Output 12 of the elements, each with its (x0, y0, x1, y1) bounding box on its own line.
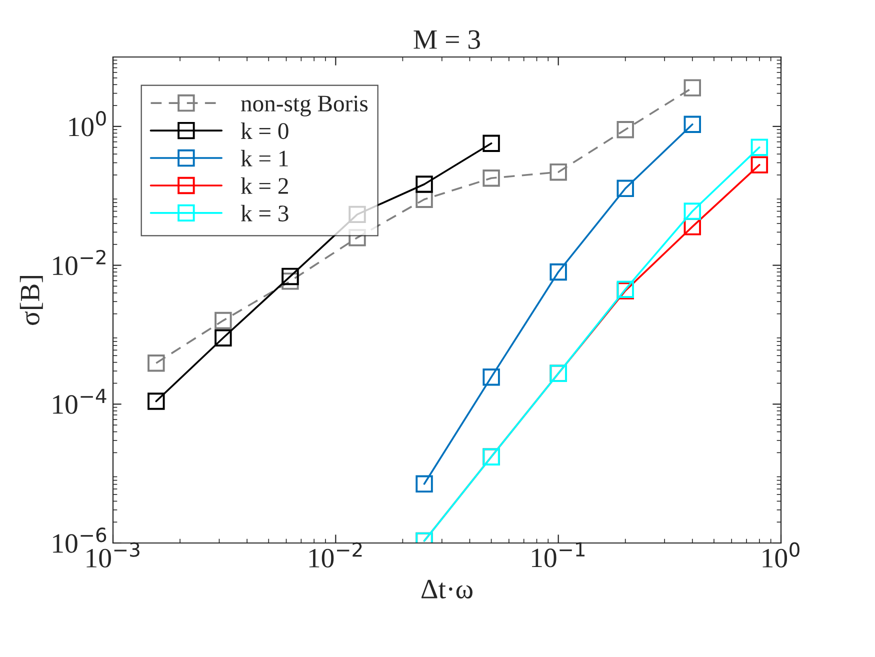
legend-label: non-stg Boris (241, 96, 368, 116)
legend-label: k = 2 (240, 177, 288, 194)
y-tick-label: 10$^{−4}$ (53, 388, 106, 414)
legend-label: k = 0 (240, 122, 288, 140)
x-axis-title: Δt·ω (422, 580, 472, 599)
chart-title: M = 3 (414, 30, 480, 49)
x-tick-label: 10$^{0}$ (762, 542, 800, 568)
legend-label: k = 3 (240, 204, 288, 222)
y-tick-label: 10$^{0}$ (69, 110, 106, 136)
y-tick-label: 10$^{−2}$ (53, 250, 106, 276)
legend-label: k = 1 (240, 150, 288, 166)
y-axis-title: σ[B] (20, 276, 43, 325)
